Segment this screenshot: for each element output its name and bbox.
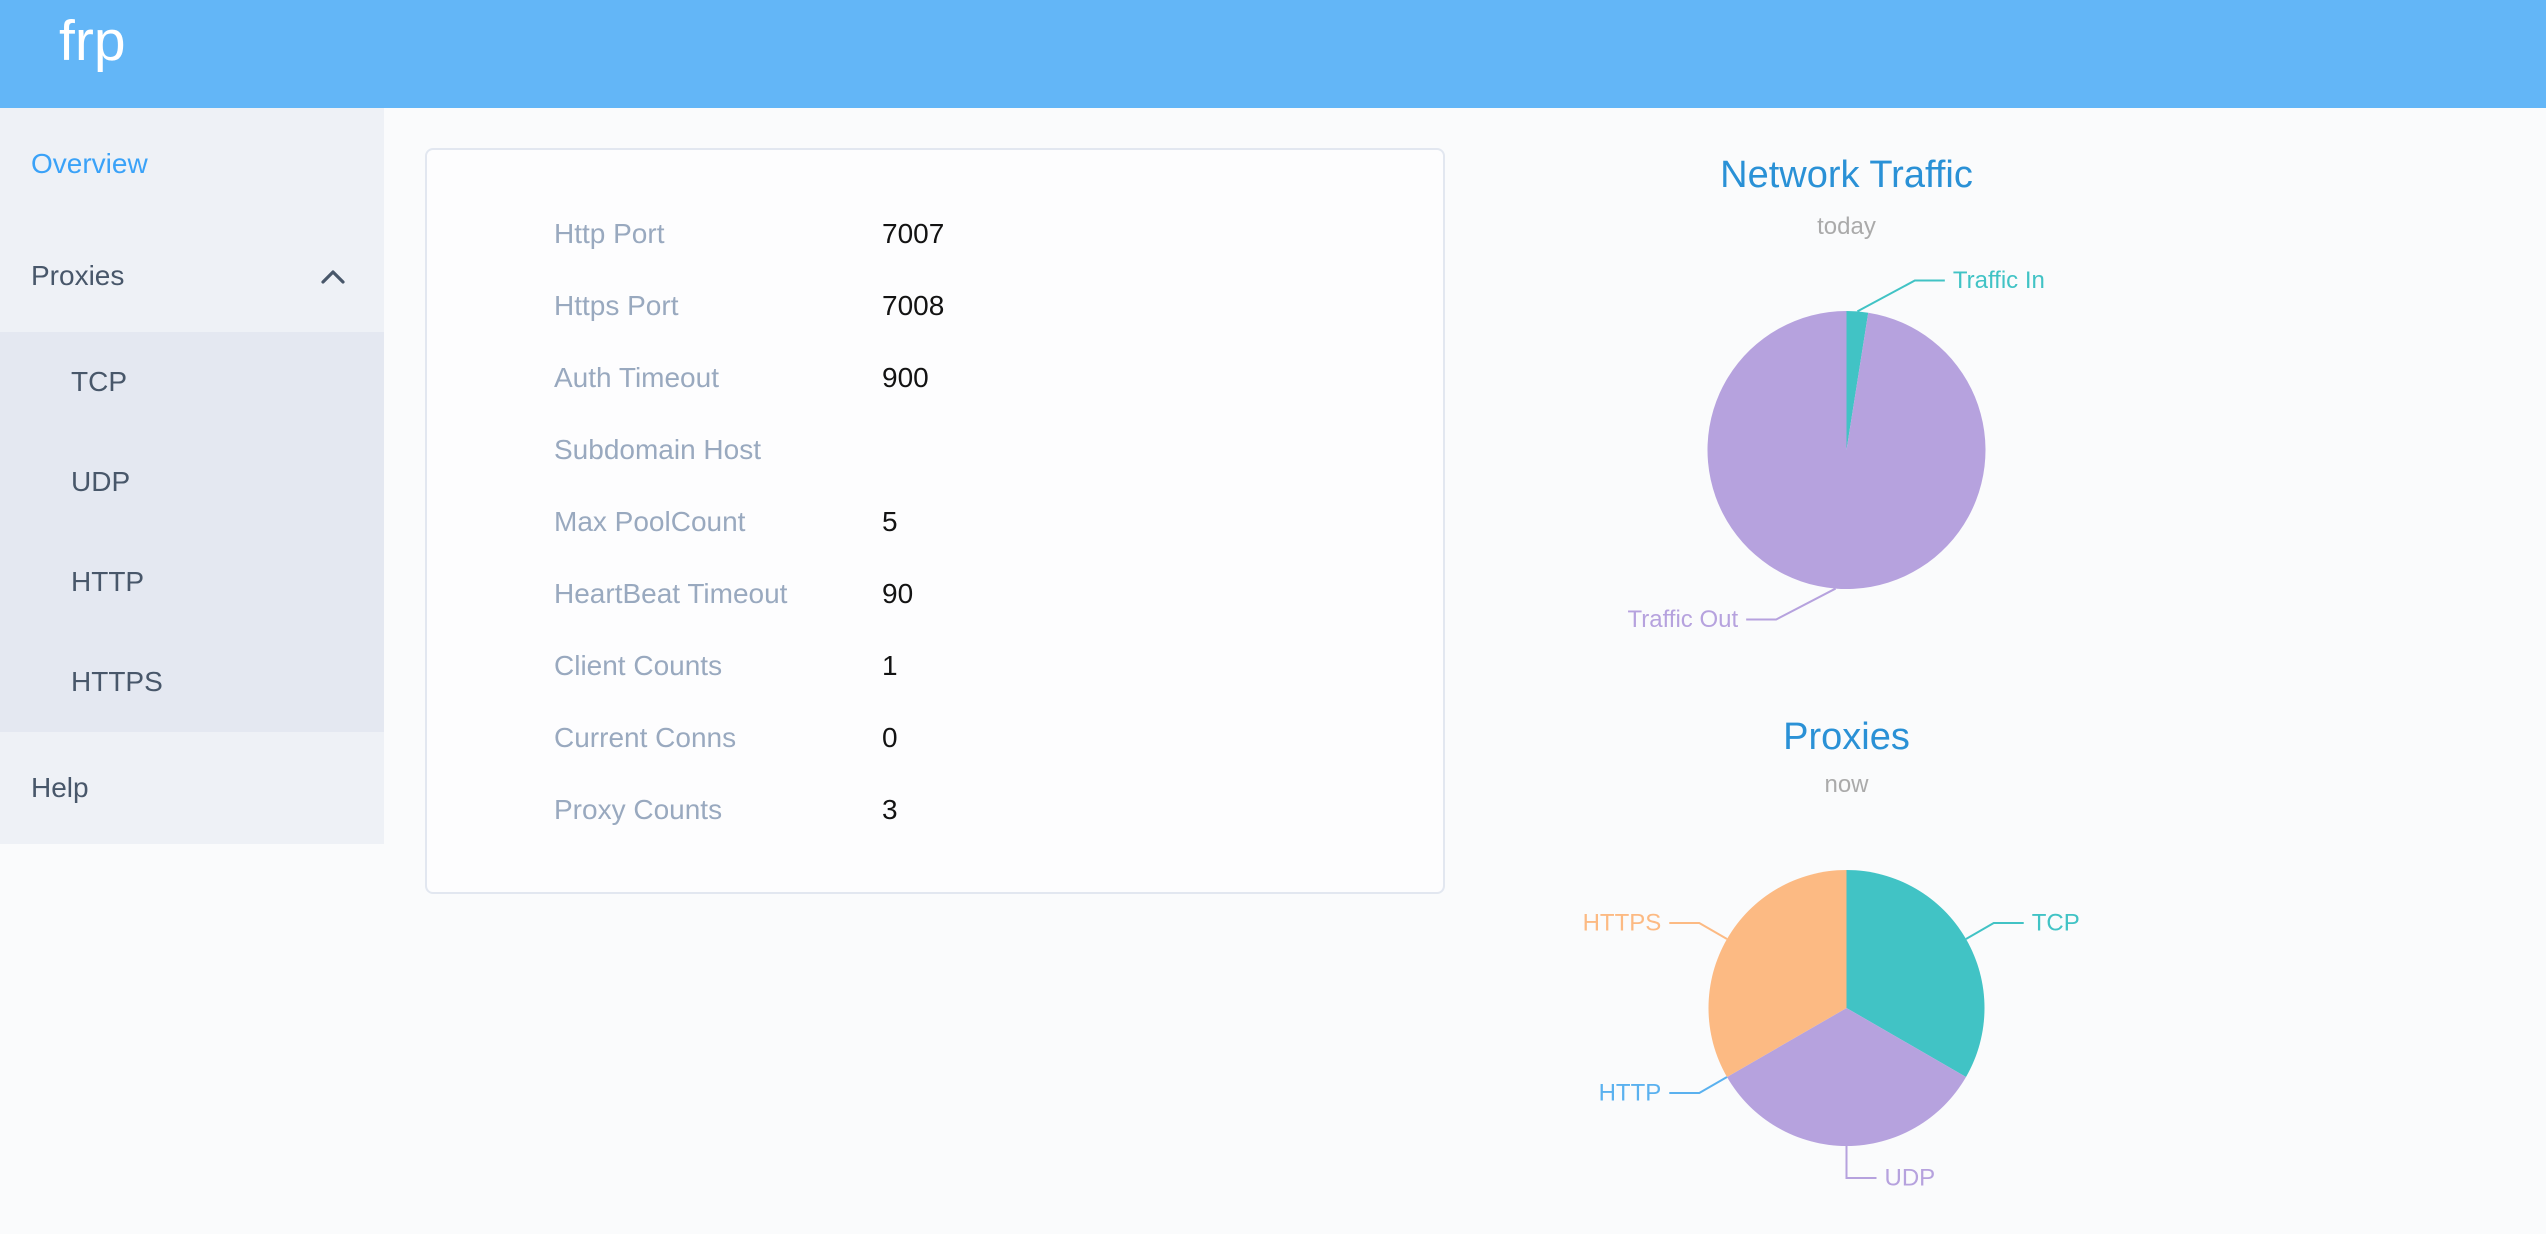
pie-label-line-http — [1669, 1076, 1728, 1094]
config-value: 5 — [882, 506, 898, 537]
config-value: 0 — [882, 722, 898, 753]
server-info-rows: Http Port 7007 Https Port 7008 Auth Timeout 9… — [427, 198, 1443, 846]
proxies-submenu: TCP UDP HTTP HTTPS — [0, 332, 384, 732]
config-value: 1 — [882, 650, 898, 681]
config-row: Auth Timeout 900 — [427, 342, 1443, 414]
sidebar: Overview Proxies TCP UDP HTTP HTTPS Help — [0, 108, 384, 844]
config-row: Http Port 7007 — [427, 198, 1443, 270]
sidebar-item-overview[interactable]: Overview — [31, 148, 148, 179]
proxies-chart-title: Proxies — [1783, 716, 1910, 758]
config-row: Https Port 7008 — [427, 270, 1443, 342]
config-label: Subdomain Host — [554, 434, 762, 465]
pie-label-traffic-out: Traffic Out — [1627, 606, 1738, 633]
config-value: 3 — [882, 794, 898, 825]
config-value: 7008 — [882, 290, 945, 321]
app-title: frp — [59, 9, 126, 73]
pie-label-https: HTTPS — [1583, 910, 1662, 937]
sidebar-item-https[interactable]: HTTPS — [71, 666, 163, 697]
pie-label-udp: UDP — [1885, 1165, 1936, 1192]
config-row: HeartBeat Timeout 90 — [427, 558, 1443, 630]
sidebar-item-udp[interactable]: UDP — [71, 466, 131, 497]
config-row: Current Conns 0 — [427, 702, 1443, 774]
config-value: 90 — [882, 578, 914, 609]
sidebar-item-proxies-label: Proxies — [31, 260, 125, 291]
sidebar-item-http[interactable]: HTTP — [71, 566, 145, 597]
pie-label-line-traffic-out — [1746, 587, 1837, 621]
config-label: Client Counts — [554, 650, 723, 681]
app-header: frp — [0, 0, 2546, 108]
pie-slice-tcp[interactable] — [1846, 870, 1985, 1077]
pie-label-http: HTTP — [1599, 1080, 1662, 1107]
pie-label-tcp: TCP — [2032, 910, 2080, 937]
sidebar-item-help[interactable]: Help — [31, 772, 89, 803]
config-value: 7007 — [882, 218, 945, 249]
pie-label-line-udp — [1845, 1146, 1877, 1179]
config-value: 900 — [882, 362, 929, 393]
chevron-up-icon — [321, 270, 345, 284]
pie-label-traffic-in: Traffic In — [1953, 267, 2045, 294]
pie-slice-https[interactable] — [1708, 870, 1847, 1077]
config-label: Https Port — [554, 290, 679, 321]
pie-label-line-tcp — [1965, 922, 2024, 940]
config-row: Client Counts 1 — [427, 630, 1443, 702]
config-label: Proxy Counts — [554, 794, 723, 825]
server-info-panel: Http Port 7007 Https Port 7008 Auth Timeout 9… — [425, 148, 1445, 894]
config-row: Proxy Counts 3 — [427, 774, 1443, 846]
network-traffic-chart-subtitle: today — [1817, 213, 1876, 240]
config-label: HeartBeat Timeout — [554, 578, 788, 609]
config-label: Current Conns — [554, 722, 737, 753]
pie-label-line-traffic-in — [1856, 279, 1945, 313]
sidebar-item-proxies[interactable]: Proxies — [0, 220, 384, 332]
proxies-pie-chart: TCP UDP HTTP HTTPS — [1583, 870, 2080, 1192]
sidebar-item-tcp[interactable]: TCP — [71, 366, 127, 397]
config-row: Subdomain Host — [427, 414, 1443, 486]
pie-slice-traffic-in[interactable] — [1846, 311, 1869, 450]
network-traffic-pie-chart: Traffic In Traffic Out — [1627, 267, 2045, 633]
config-row: Max PoolCount 5 — [427, 486, 1443, 558]
nav-menu: Overview Proxies TCP UDP HTTP HTTPS Help — [0, 108, 384, 844]
pie-slice-traffic-out[interactable] — [1707, 311, 1986, 589]
pie-label-line-https — [1669, 922, 1728, 940]
config-label: Max PoolCount — [554, 506, 746, 537]
pie-slice-udp[interactable] — [1726, 1008, 1967, 1146]
config-label: Http Port — [554, 218, 665, 249]
proxies-chart-subtitle: now — [1824, 771, 1869, 798]
network-traffic-chart-title: Network Traffic — [1720, 154, 1973, 196]
config-label: Auth Timeout — [554, 362, 719, 393]
